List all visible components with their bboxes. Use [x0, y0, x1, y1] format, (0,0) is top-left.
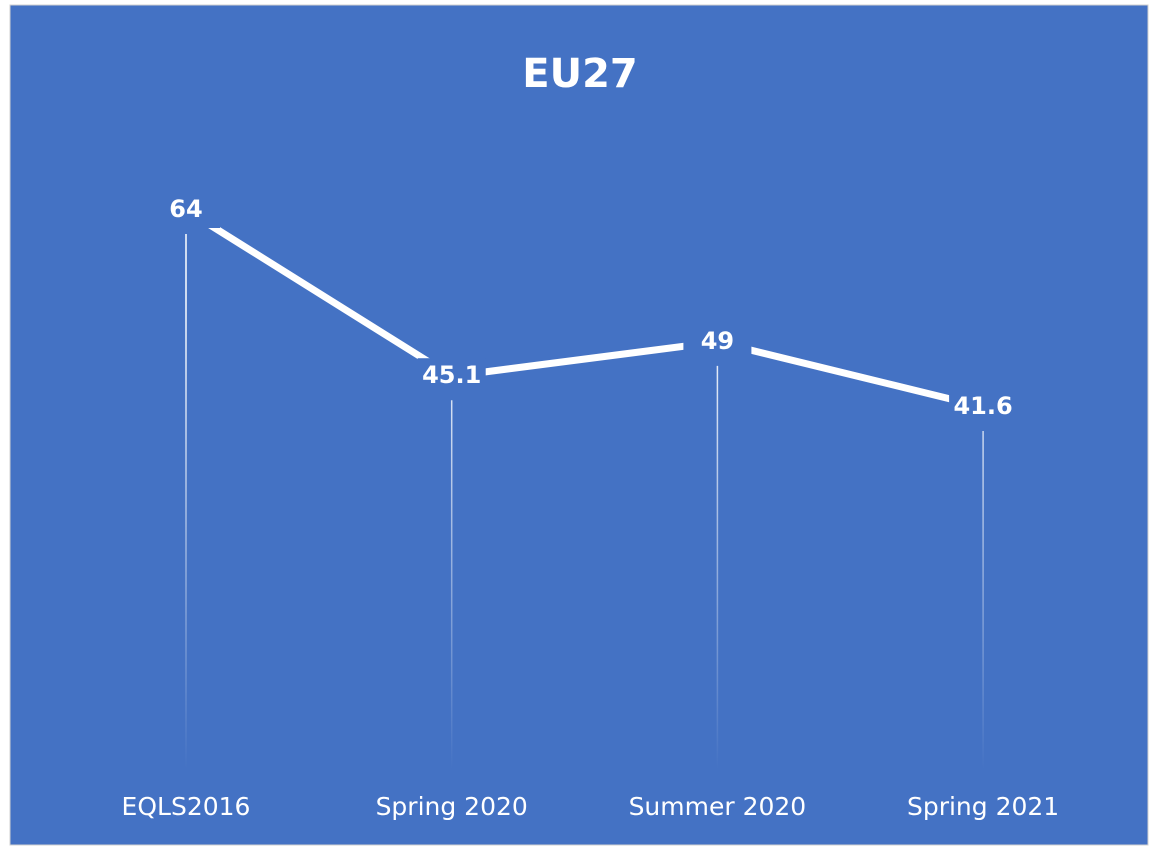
x-tick-label: Summer 2020 — [629, 792, 807, 821]
x-tick-label: Spring 2020 — [376, 792, 528, 821]
data-label: 64 — [169, 195, 202, 223]
data-label: 49 — [701, 327, 734, 355]
chart-title: EU27 — [522, 51, 637, 97]
label-box — [683, 323, 752, 360]
data-label: 45.1 — [422, 361, 481, 389]
x-tick-label: EQLS2016 — [122, 792, 251, 821]
data-label: 41.6 — [953, 392, 1012, 420]
line-series — [184, 207, 984, 411]
x-tick-label: Spring 2021 — [907, 792, 1059, 821]
label-box — [417, 358, 486, 395]
label-box — [152, 192, 220, 228]
label-box — [949, 389, 1018, 425]
